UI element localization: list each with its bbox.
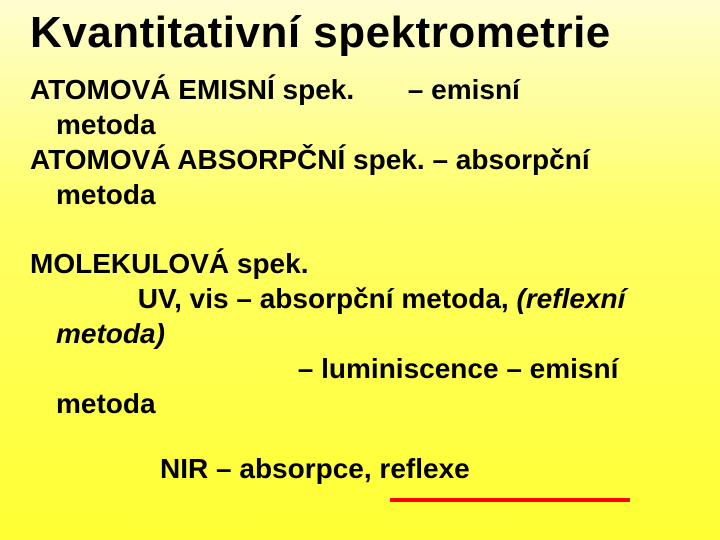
uv-label: UV, vis [138,283,229,314]
red-underline [390,498,630,502]
body-content: ATOMOVÁ EMISNÍ spek. – emisní metoda ATO… [30,72,700,486]
lum-cont: metoda [30,386,700,421]
slide-title: Kvantitativní spektrometrie [30,8,700,58]
lum-line: – luminiscence – emisní [30,351,700,386]
uv-desc1: – absorpční metoda, [236,283,516,314]
uv-line: UV, vis – absorpční metoda, (reflexní [30,281,700,316]
atomic-abs-cont: metoda [30,177,700,212]
molecular-heading: MOLEKULOVÁ spek. [30,246,700,281]
molecular-block: MOLEKULOVÁ spek. UV, vis – absorpční met… [30,246,700,486]
uv-cont: metoda) [30,316,700,351]
atomic-abs-desc: – absorpční [432,144,589,175]
atomic-block: ATOMOVÁ EMISNÍ spek. – emisní metoda ATO… [30,72,700,212]
atomic-emis-cont: metoda [30,107,700,142]
atomic-emis-label: ATOMOVÁ EMISNÍ spek. [30,72,400,107]
slide: Kvantitativní spektrometrie ATOMOVÁ EMIS… [0,0,720,540]
nir-label: NIR [160,453,208,484]
nir-desc: – absorpce, reflexe [208,453,469,484]
nir-line: NIR – absorpce, reflexe [30,451,700,486]
atomic-emis-line: ATOMOVÁ EMISNÍ spek. – emisní [30,72,700,107]
lum-desc: – luminiscence – emisní [298,353,619,384]
atomic-emis-desc: – emisní [408,74,520,105]
atomic-abs-line: ATOMOVÁ ABSORPČNÍ spek. – absorpční [30,142,700,177]
uv-desc2: (reflexní [516,283,625,314]
atomic-abs-label: ATOMOVÁ ABSORPČNÍ spek. [30,142,425,177]
